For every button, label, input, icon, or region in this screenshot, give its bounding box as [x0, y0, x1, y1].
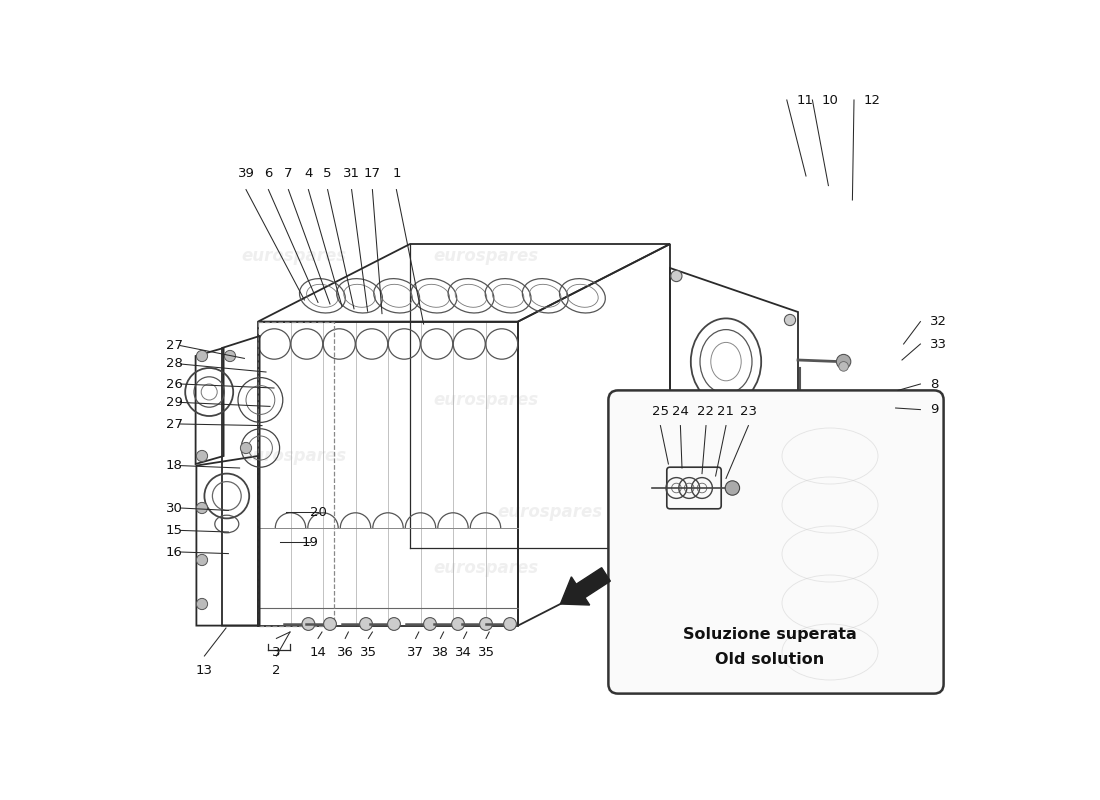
Text: 23: 23 — [740, 405, 757, 418]
Text: 1: 1 — [392, 167, 400, 180]
Text: 25: 25 — [652, 405, 669, 418]
Text: 5: 5 — [323, 167, 332, 180]
Text: 35: 35 — [360, 646, 377, 659]
Text: 22: 22 — [697, 405, 715, 418]
Text: 36: 36 — [337, 646, 353, 659]
Circle shape — [784, 436, 795, 447]
Circle shape — [839, 362, 848, 371]
Text: 24: 24 — [672, 405, 689, 418]
Text: 27: 27 — [166, 418, 183, 430]
Circle shape — [323, 618, 337, 630]
Circle shape — [197, 502, 208, 514]
Text: 31: 31 — [343, 167, 360, 180]
Text: 30: 30 — [166, 502, 183, 514]
Text: 32: 32 — [930, 315, 947, 328]
Circle shape — [671, 270, 682, 282]
Circle shape — [197, 350, 208, 362]
Circle shape — [224, 350, 235, 362]
Text: eurospares: eurospares — [497, 503, 603, 521]
Text: 20: 20 — [309, 506, 327, 518]
Text: 6: 6 — [264, 167, 273, 180]
Text: 15: 15 — [166, 524, 183, 537]
Text: Soluzione superata: Soluzione superata — [683, 627, 857, 642]
Text: 16: 16 — [166, 546, 183, 558]
Text: eurospares: eurospares — [697, 455, 803, 473]
Circle shape — [197, 598, 208, 610]
Circle shape — [360, 618, 373, 630]
Text: 28: 28 — [166, 358, 183, 370]
Text: 39: 39 — [238, 167, 254, 180]
Text: 38: 38 — [432, 646, 449, 659]
Circle shape — [671, 393, 682, 404]
Circle shape — [197, 450, 208, 462]
Circle shape — [725, 481, 739, 495]
Text: 3: 3 — [272, 646, 280, 659]
Text: 4: 4 — [305, 167, 312, 180]
Text: eurospares: eurospares — [433, 391, 539, 409]
Text: 8: 8 — [930, 378, 938, 390]
Text: eurospares: eurospares — [241, 447, 346, 465]
Text: 37: 37 — [407, 646, 425, 659]
Circle shape — [480, 618, 493, 630]
Circle shape — [241, 442, 252, 454]
Text: 35: 35 — [477, 646, 495, 659]
Text: eurospares: eurospares — [433, 247, 539, 265]
Text: 18: 18 — [166, 459, 183, 472]
Circle shape — [836, 354, 850, 369]
Text: 13: 13 — [196, 664, 213, 677]
Text: 12: 12 — [864, 94, 881, 106]
Text: eurospares: eurospares — [241, 247, 346, 265]
Text: 27: 27 — [166, 339, 183, 352]
Text: 21: 21 — [717, 405, 735, 418]
Circle shape — [504, 618, 516, 630]
Text: 29: 29 — [166, 396, 183, 409]
Text: 11: 11 — [796, 94, 813, 106]
Circle shape — [302, 618, 315, 630]
Text: 19: 19 — [301, 536, 318, 549]
Text: 34: 34 — [455, 646, 472, 659]
FancyBboxPatch shape — [608, 390, 944, 694]
Circle shape — [424, 618, 437, 630]
Circle shape — [197, 554, 208, 566]
Circle shape — [387, 618, 400, 630]
FancyArrow shape — [560, 568, 610, 605]
Circle shape — [784, 314, 795, 326]
Text: 7: 7 — [284, 167, 293, 180]
Text: 10: 10 — [822, 94, 839, 106]
Text: 26: 26 — [166, 378, 183, 390]
Text: 33: 33 — [930, 338, 947, 350]
Text: eurospares: eurospares — [433, 559, 539, 577]
Text: 2: 2 — [272, 664, 280, 677]
Text: Old solution: Old solution — [715, 653, 824, 667]
Circle shape — [452, 618, 464, 630]
Text: 9: 9 — [930, 403, 938, 416]
Text: 17: 17 — [364, 167, 381, 180]
Text: 14: 14 — [309, 646, 327, 659]
